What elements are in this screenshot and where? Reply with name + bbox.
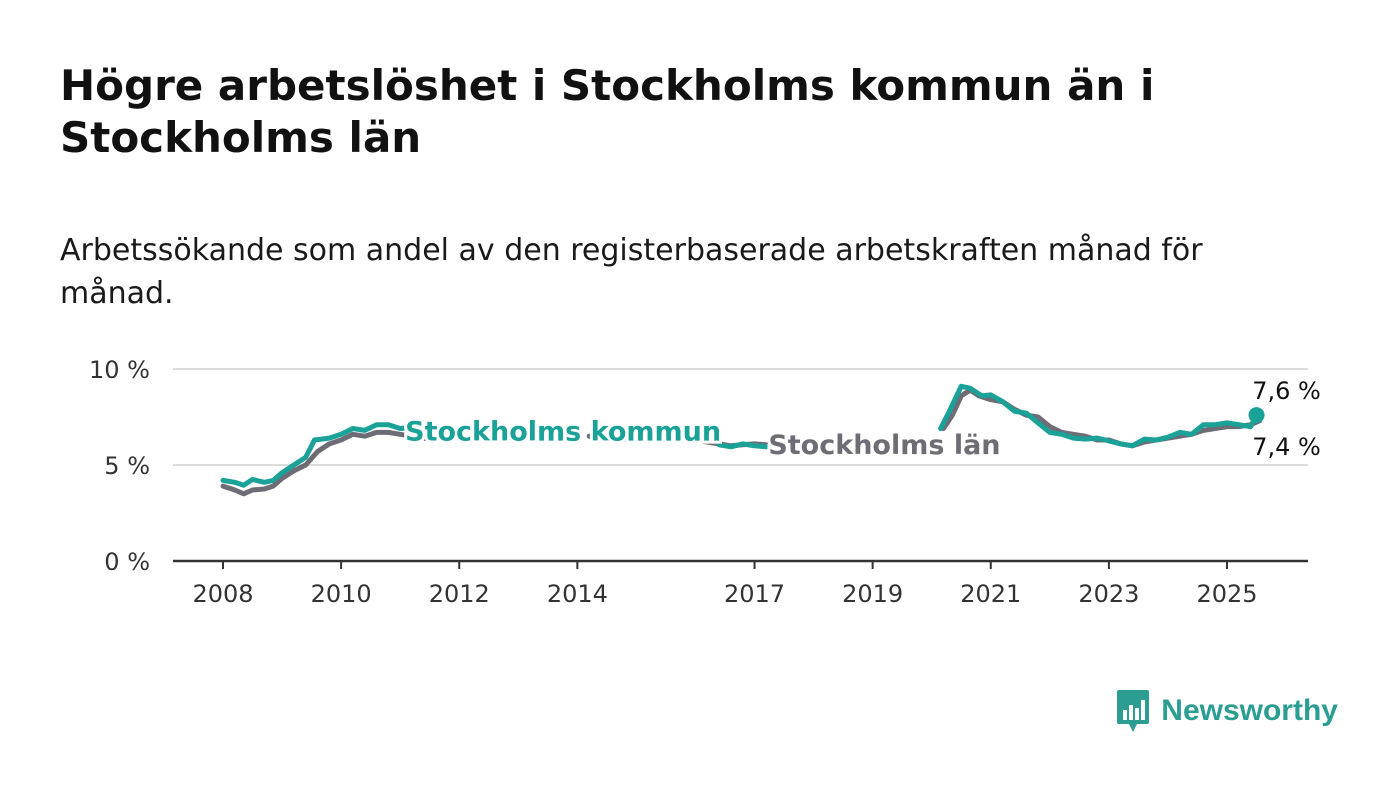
x-tick-label: 2019 [842, 580, 903, 608]
brand-logo: Newsworthy [1115, 688, 1338, 734]
end-value-label: 7,6 % [1252, 377, 1321, 405]
x-tick-label: 2023 [1078, 580, 1139, 608]
x-tick-label: 2012 [429, 580, 490, 608]
x-tick-label: 2025 [1196, 580, 1257, 608]
x-tick-label: 2008 [192, 580, 253, 608]
y-tick-label: 0 % [104, 548, 150, 576]
brand-name: Newsworthy [1161, 694, 1338, 727]
x-tick-label: 2021 [960, 580, 1021, 608]
series-line-stockholms-kommun [938, 383, 1259, 449]
chart-subtitle: Arbetssökande som andel av den registerb… [60, 233, 1203, 311]
series-line-stockholms-län [220, 429, 486, 497]
end-value-label: 7,4 % [1252, 433, 1321, 461]
chart-title: Högre arbetslöshet i Stockholms kommun ä… [60, 61, 1155, 162]
newsworthy-logo-icon [1117, 690, 1150, 732]
x-tick-label: 2014 [547, 580, 608, 608]
series-label: Stockholms län [768, 430, 1000, 461]
series-line-stockholms-kommun [716, 441, 793, 450]
end-point-marker [1248, 407, 1265, 424]
y-tick-label: 5 % [104, 452, 150, 480]
series-line-stockholms-kommun [220, 422, 415, 488]
x-tick-label: 2010 [311, 580, 372, 608]
x-tick-label: 2017 [724, 580, 785, 608]
y-tick-label: 10 % [89, 356, 150, 384]
series-label: Stockholms kommun [405, 417, 721, 448]
